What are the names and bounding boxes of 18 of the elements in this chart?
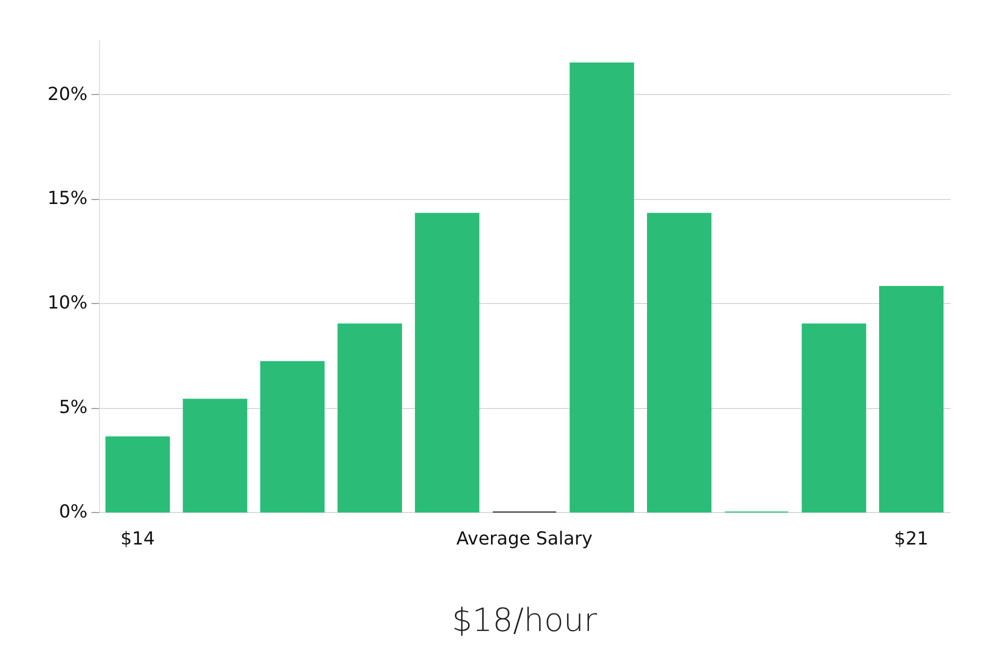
bar xyxy=(802,324,866,512)
bar xyxy=(647,212,712,512)
bar xyxy=(570,62,634,512)
y-tick-label: 5% xyxy=(58,397,88,418)
x-tick-label: $21 xyxy=(894,528,928,550)
x-tick-label: Average Salary xyxy=(456,528,593,550)
bar xyxy=(260,361,325,512)
text: $18/hour xyxy=(452,601,598,639)
bar xyxy=(414,212,480,512)
bar xyxy=(879,286,944,512)
y-tick-label: 20% xyxy=(47,84,88,105)
bar xyxy=(338,324,402,512)
bar xyxy=(105,436,170,512)
x-tick-label: $14 xyxy=(120,528,155,550)
y-tick-label: 15% xyxy=(47,188,88,210)
y-tick-label: 0% xyxy=(58,502,88,522)
y-tick-label: 10% xyxy=(47,292,88,314)
bar xyxy=(182,398,248,512)
